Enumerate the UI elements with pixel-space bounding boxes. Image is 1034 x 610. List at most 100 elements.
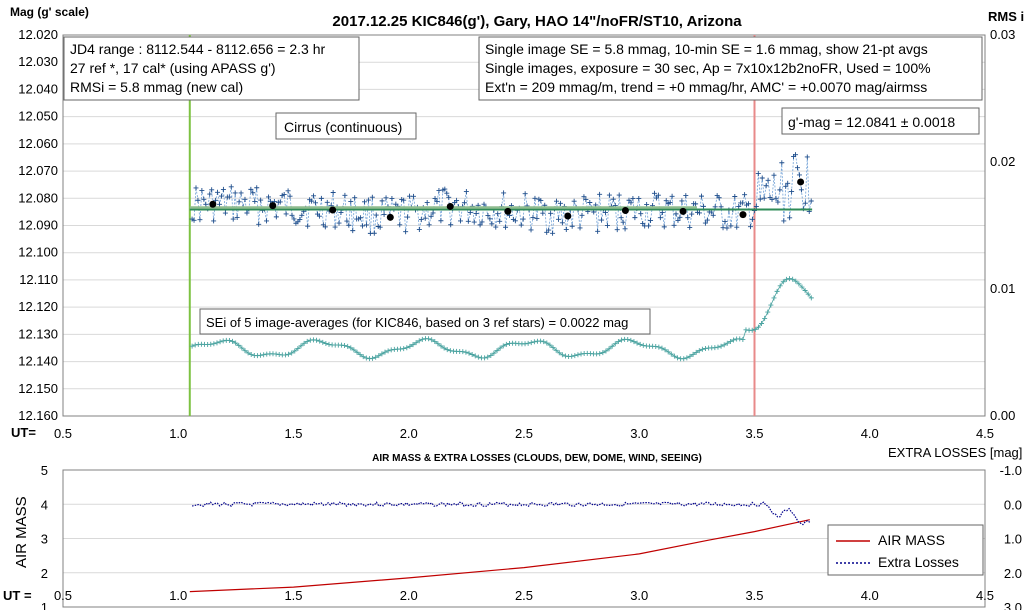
top-y2-tick: 0.02 xyxy=(990,154,1015,169)
magnitude-point xyxy=(687,224,693,230)
magnitude-point xyxy=(265,194,271,200)
rms-point xyxy=(765,309,771,315)
rms-point xyxy=(553,347,559,353)
magnitude-point xyxy=(779,160,785,166)
rms-point xyxy=(780,279,786,285)
magnitude-point xyxy=(277,199,283,205)
rms-point xyxy=(410,342,416,348)
rms-point xyxy=(503,341,509,347)
magnitude-point xyxy=(610,196,616,202)
magnitude-point xyxy=(371,230,377,236)
rms-point xyxy=(282,352,288,358)
info-right-line1: Single image SE = 5.8 mmag, 10-min SE = … xyxy=(485,41,928,57)
rms-point xyxy=(441,345,447,351)
magnitude-point xyxy=(324,199,330,205)
info-left-line1: JD4 range : 8112.544 - 8112.656 = 2.3 hr xyxy=(70,41,326,57)
magnitude-point xyxy=(648,218,654,224)
rms-point xyxy=(799,284,805,290)
magnitude-point xyxy=(599,217,605,223)
magnitude-point xyxy=(747,224,753,230)
magnitude-point xyxy=(410,193,416,199)
magnitude-point xyxy=(546,227,552,233)
magnitude-point xyxy=(577,225,583,231)
magnitude-point xyxy=(473,211,479,217)
magnitude-point xyxy=(350,228,356,234)
rms-point xyxy=(189,343,195,349)
rms-point xyxy=(696,348,702,354)
rms-point xyxy=(494,348,500,354)
rms-point xyxy=(317,338,323,344)
rms-point xyxy=(625,336,631,342)
rms-point xyxy=(572,353,578,359)
magnitude-point xyxy=(616,192,622,198)
info-right-line2: Single images, exposure = 30 sec, Ap = 7… xyxy=(485,60,931,76)
magnitude-point xyxy=(477,222,483,228)
magnitude-point xyxy=(655,192,661,198)
magnitude-point xyxy=(254,185,260,191)
magnitude-point xyxy=(606,192,612,198)
magnitude-point xyxy=(651,190,657,196)
rms-point xyxy=(248,352,254,358)
rms-point xyxy=(404,345,410,351)
rms-point xyxy=(681,356,687,362)
bottom-x-tick: 2.5 xyxy=(515,588,533,603)
magnitude-point xyxy=(644,201,650,207)
rms-point xyxy=(407,343,413,349)
magnitude-point xyxy=(215,189,221,195)
magnitude-point xyxy=(595,228,601,234)
magnitude-point xyxy=(383,195,389,201)
rms-point xyxy=(472,353,478,359)
rms-point xyxy=(597,351,603,357)
magnitude-point xyxy=(569,223,575,229)
rms-point xyxy=(289,350,295,356)
legend-extra-losses-label: Extra Losses xyxy=(878,554,959,570)
magnitude-point xyxy=(653,195,659,201)
magnitude-point xyxy=(734,224,740,230)
magnitude-point xyxy=(289,212,295,218)
rms-point xyxy=(295,345,301,351)
magnitude-point xyxy=(234,215,240,221)
magnitude-point xyxy=(512,218,518,224)
magnitude-point xyxy=(736,204,742,210)
rms-point xyxy=(482,355,488,361)
rms-point xyxy=(556,350,562,356)
average-point xyxy=(504,207,512,215)
rms-point xyxy=(236,342,242,348)
magnitude-point xyxy=(554,198,559,204)
top-y-tick: 12.050 xyxy=(18,109,58,124)
magnitude-point xyxy=(401,197,407,203)
bottom-y2-tick: 1.0 xyxy=(1004,532,1022,547)
rms-point xyxy=(731,337,737,343)
magnitude-point xyxy=(520,216,526,222)
rms-point xyxy=(603,348,609,354)
magnitude-point xyxy=(471,219,477,225)
magnitude-point xyxy=(532,195,538,201)
bottom-y2-tick-labels: -1.0 0.0 1.0 2.0 3.0 xyxy=(1000,463,1022,610)
rms-point xyxy=(541,339,547,345)
magnitude-point xyxy=(281,192,287,198)
rms-point xyxy=(286,351,292,357)
bottom-y2-tick: 3.0 xyxy=(1004,600,1022,610)
bottom-x-tick: 4.5 xyxy=(976,588,994,603)
magnitude-point xyxy=(789,189,795,195)
magnitude-point xyxy=(430,210,436,216)
magnitude-point xyxy=(683,193,689,199)
magnitude-point xyxy=(702,220,708,226)
magnitude-point xyxy=(313,200,319,206)
rms-point xyxy=(808,295,814,301)
magnitude-point xyxy=(675,217,681,223)
magnitude-point xyxy=(602,210,608,216)
rms-point xyxy=(435,341,441,347)
magnitude-point xyxy=(369,194,375,200)
bottom-y-tick: 1 xyxy=(41,600,48,610)
magnitude-point xyxy=(732,193,738,199)
rms-point xyxy=(491,350,497,356)
rms-point xyxy=(460,349,466,355)
rms-point xyxy=(656,344,662,350)
bottom-y-tick: 2 xyxy=(41,566,48,581)
magnitude-point xyxy=(501,190,507,196)
bottom-x-axis-label: UT = xyxy=(3,588,32,603)
rms-point xyxy=(475,354,481,360)
magnitude-point xyxy=(191,217,197,223)
cirrus-text: Cirrus (continuous) xyxy=(284,119,402,135)
